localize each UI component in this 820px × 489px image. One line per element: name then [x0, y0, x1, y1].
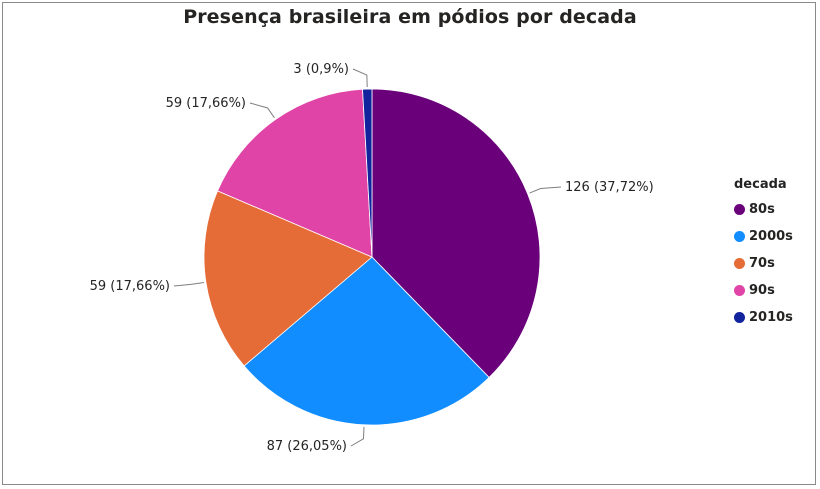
data-label-70s: 59 (17,66%) [90, 279, 170, 294]
pie-slice-90s[interactable] [217, 88, 373, 258]
data-label-90s: 59 (17,66%) [166, 96, 246, 111]
pie-slice-80s[interactable] [371, 88, 541, 379]
leader-line-90s [249, 102, 275, 119]
legend: decada 80s 2000s 70s 90s 2010s [734, 177, 793, 331]
legend-label-90s: 90s [749, 283, 775, 298]
legend-marker-2000s [734, 231, 745, 242]
pie-slice-70s[interactable] [203, 190, 373, 367]
legend-label-70s: 70s [749, 256, 775, 271]
legend-label-2010s: 2010s [749, 310, 793, 325]
leader-line-70s [173, 281, 204, 287]
data-label-80s: 126 (37,72%) [565, 180, 654, 195]
leader-line-2000s [350, 426, 365, 447]
leader-line-80s [529, 186, 562, 194]
pie-slice-2010s[interactable] [362, 88, 373, 258]
legend-marker-2010s [734, 312, 745, 323]
legend-item-2000s[interactable]: 2000s [734, 223, 793, 250]
legend-marker-70s [734, 258, 745, 269]
legend-title: decada [734, 177, 787, 192]
leader-line-2010s [352, 68, 368, 88]
legend-item-80s[interactable]: 80s [734, 196, 793, 223]
pie-slice-2000s[interactable] [243, 256, 490, 426]
chart-title: Presença brasileira em pódios por decada [183, 6, 637, 28]
legend-marker-90s [734, 285, 745, 296]
legend-item-70s[interactable]: 70s [734, 250, 793, 277]
legend-item-90s[interactable]: 90s [734, 277, 793, 304]
legend-label-2000s: 2000s [749, 229, 793, 244]
data-label-2000s: 87 (26,05%) [267, 439, 347, 454]
legend-label-80s: 80s [749, 202, 775, 217]
legend-marker-80s [734, 204, 745, 215]
data-label-2010s: 3 (0,9%) [293, 62, 349, 77]
legend-item-2010s[interactable]: 2010s [734, 304, 793, 331]
